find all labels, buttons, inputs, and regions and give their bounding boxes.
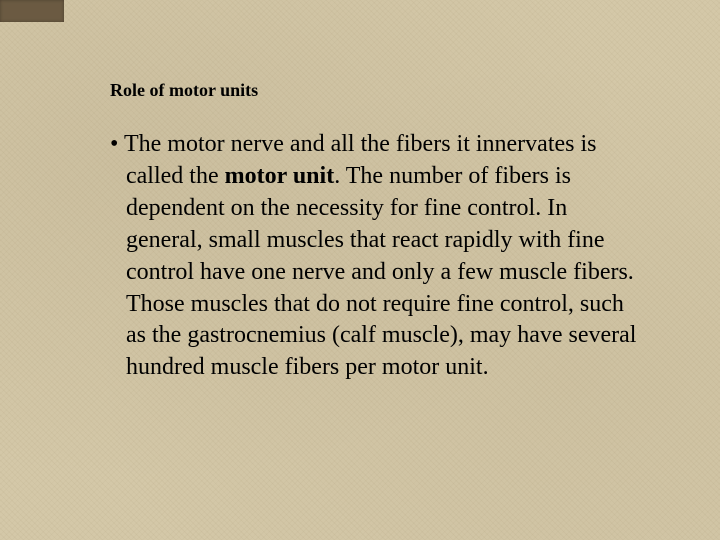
slide-body: • The motor nerve and all the fibers it … bbox=[110, 129, 640, 384]
slide-title: Role of motor units bbox=[110, 80, 640, 101]
body-text-part2: . The number of fibers is dependent on t… bbox=[126, 163, 636, 380]
bullet-glyph: • bbox=[110, 131, 118, 157]
slide-container: Role of motor units • The motor nerve an… bbox=[0, 0, 720, 540]
body-text-bold: motor unit bbox=[225, 163, 335, 189]
